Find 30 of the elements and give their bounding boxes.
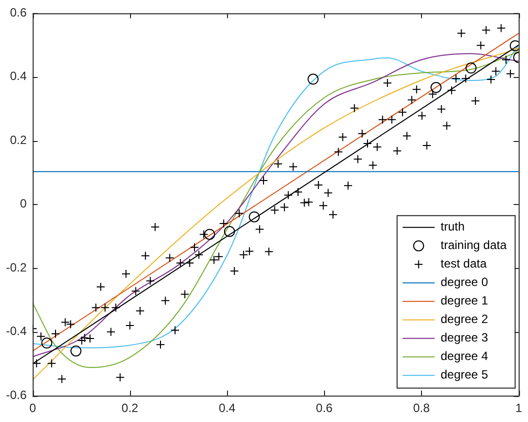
legend-label: degree 2 (440, 312, 488, 326)
y-tick-label: 0.2 (10, 132, 27, 147)
y-tick-label: -0.2 (6, 260, 27, 274)
point (430, 82, 442, 93)
y-tick-label: 0.4 (10, 69, 27, 84)
x-tick-label: 0.4 (218, 401, 236, 416)
y-tick-label: -0.4 (6, 324, 27, 338)
y-tick-label: 0 (20, 196, 27, 211)
point (41, 338, 52, 349)
y-tick-label: -0.6 (6, 388, 27, 402)
legend-label: degree 5 (440, 368, 488, 382)
point (308, 74, 319, 85)
point (466, 62, 477, 74)
x-tick-label: 0.2 (122, 401, 139, 416)
x-tick-label: 0.8 (413, 401, 430, 416)
point (70, 345, 82, 356)
legend-label: degree 3 (440, 330, 488, 345)
legend-label: test data (440, 256, 487, 271)
legend-label: truth (440, 220, 465, 234)
legend-label: degree 0 (440, 275, 488, 290)
point (248, 211, 260, 222)
point (224, 226, 235, 237)
x-tick-label: 1 (515, 401, 522, 416)
legend-label: degree 4 (440, 349, 488, 364)
point (204, 228, 216, 240)
x-tick-label: 0.6 (316, 401, 333, 416)
legend-label: training data (440, 238, 507, 252)
legend-label: degree 1 (440, 294, 488, 308)
y-tick-label: 0.6 (10, 6, 27, 20)
x-tick-label: 0 (29, 401, 36, 416)
